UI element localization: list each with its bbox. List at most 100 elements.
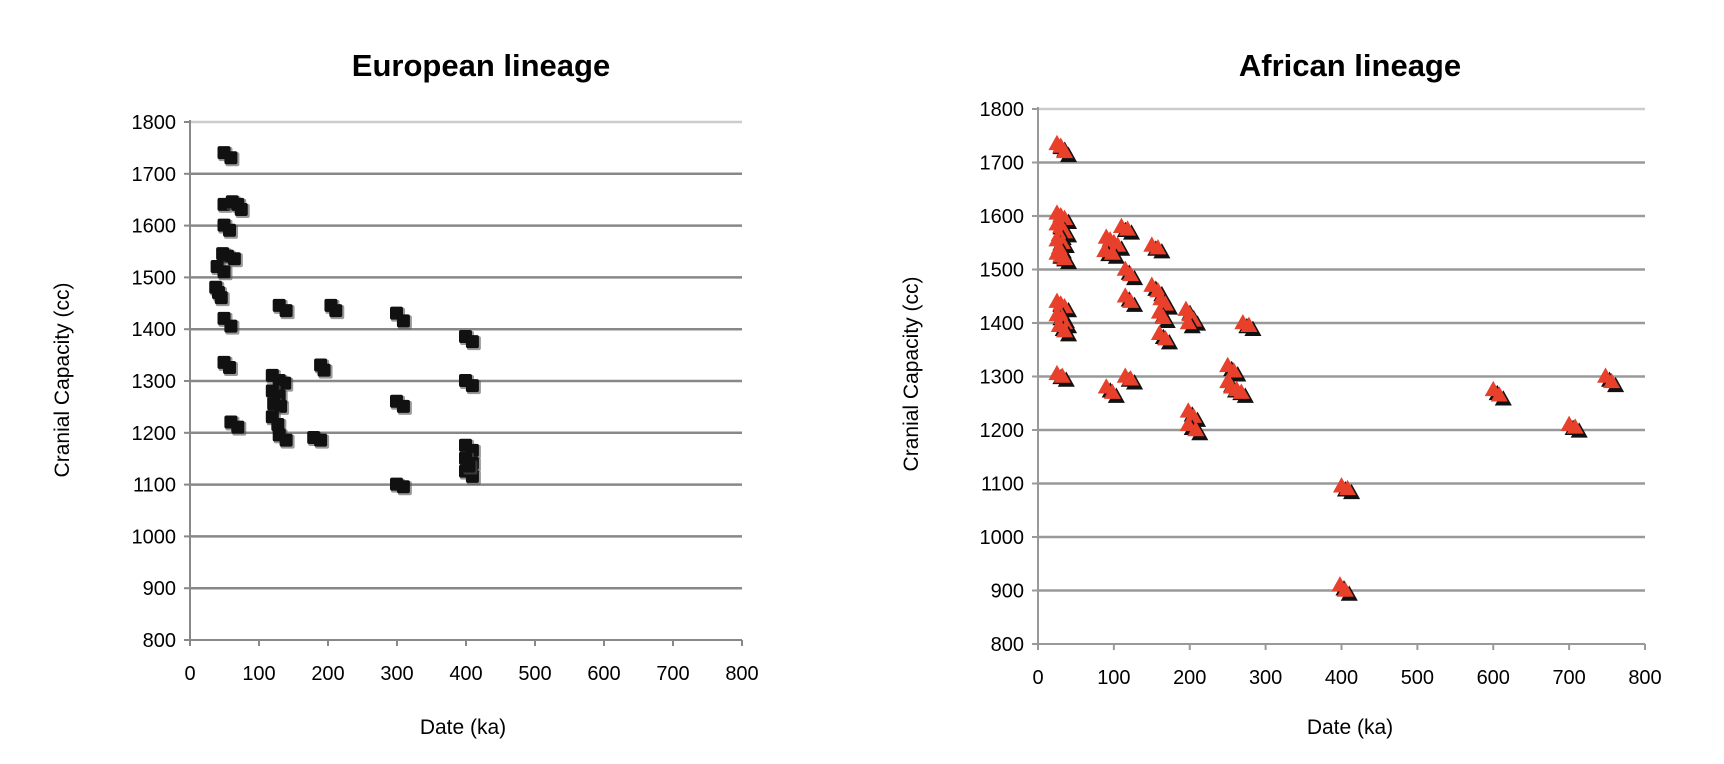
data-point bbox=[234, 203, 250, 219]
data-point-marker bbox=[396, 480, 410, 494]
data-point-marker bbox=[223, 361, 237, 375]
data-point-marker bbox=[1240, 316, 1258, 332]
axes bbox=[184, 120, 743, 646]
data-point-marker bbox=[217, 265, 231, 279]
y-tick-label: 1400 bbox=[980, 313, 1025, 335]
x-axis-label: Date (ka) bbox=[420, 716, 506, 739]
data-point-marker bbox=[1122, 292, 1140, 308]
data-point bbox=[317, 363, 333, 379]
data-point-marker bbox=[1122, 370, 1140, 386]
data-point bbox=[1053, 367, 1075, 387]
data-point bbox=[224, 151, 240, 167]
data-point bbox=[1122, 265, 1144, 286]
x-tick-label: 500 bbox=[1401, 667, 1434, 689]
x-tick-label: 600 bbox=[1477, 667, 1510, 689]
data-point-marker bbox=[224, 151, 238, 165]
data-point bbox=[278, 376, 294, 392]
chart-title: African lineage bbox=[1239, 48, 1461, 83]
data-point-marker bbox=[1103, 383, 1121, 399]
data-point-marker bbox=[214, 291, 228, 305]
data-point-marker bbox=[1154, 308, 1172, 324]
y-tick-label: 1100 bbox=[981, 474, 1024, 496]
tick-labels: 8009001000110012001300140015001600170018… bbox=[980, 99, 1662, 689]
data-point bbox=[465, 379, 481, 395]
data-point-marker bbox=[278, 376, 292, 390]
data-point bbox=[1056, 142, 1078, 163]
y-tick-label: 1800 bbox=[132, 112, 177, 134]
data-point-marker bbox=[396, 314, 410, 328]
data-point bbox=[214, 291, 230, 307]
data-point bbox=[396, 399, 412, 415]
y-tick-label: 1300 bbox=[132, 371, 177, 393]
data-point bbox=[1179, 314, 1201, 334]
data-point-marker bbox=[223, 223, 237, 237]
x-tick-label: 800 bbox=[1628, 667, 1661, 689]
tick-labels: 8009001000110012001300140015001600170018… bbox=[132, 112, 759, 685]
data-point-marker bbox=[1603, 372, 1621, 389]
data-point bbox=[1056, 322, 1078, 342]
data-point bbox=[1566, 418, 1588, 438]
data-point-marker bbox=[314, 433, 328, 447]
data-point bbox=[224, 319, 240, 335]
data-point bbox=[1154, 308, 1176, 328]
data-point-marker bbox=[271, 418, 285, 432]
data-point bbox=[314, 433, 330, 449]
y-tick-label: 1700 bbox=[980, 153, 1025, 175]
x-axis-label: Date (ka) bbox=[1307, 716, 1393, 739]
data-point bbox=[1225, 362, 1247, 382]
data-point-marker bbox=[227, 252, 241, 266]
data-point bbox=[1122, 292, 1144, 312]
data-point-marker bbox=[1232, 383, 1250, 399]
data-point bbox=[1490, 386, 1512, 406]
y-tick-label: 1600 bbox=[980, 206, 1025, 228]
data-point bbox=[329, 304, 345, 320]
data-point-marker bbox=[465, 379, 479, 393]
data-point-marker bbox=[1225, 362, 1243, 378]
data-point bbox=[1187, 421, 1209, 441]
x-tick-label: 100 bbox=[242, 663, 275, 685]
data-point-marker bbox=[1187, 421, 1205, 437]
data-point bbox=[1232, 383, 1254, 403]
data-point-marker bbox=[465, 335, 479, 349]
x-tick-label: 800 bbox=[725, 663, 758, 685]
data-point bbox=[223, 361, 239, 377]
data-point-marker bbox=[462, 459, 476, 473]
data-point bbox=[1156, 330, 1179, 350]
y-tick-label: 900 bbox=[991, 581, 1024, 603]
y-tick-label: 1500 bbox=[980, 260, 1025, 282]
data-point bbox=[1149, 239, 1171, 259]
data-point-marker bbox=[234, 203, 248, 217]
data-point-marker bbox=[1156, 330, 1175, 346]
data-point bbox=[217, 265, 233, 281]
x-tick-label: 300 bbox=[1249, 667, 1282, 689]
data-point-marker bbox=[1336, 581, 1354, 597]
data-point-marker bbox=[1179, 314, 1197, 330]
y-tick-label: 800 bbox=[991, 634, 1024, 656]
data-point bbox=[1056, 249, 1078, 270]
x-tick-label: 400 bbox=[449, 663, 482, 685]
data-point-marker bbox=[1053, 367, 1071, 383]
y-tick-label: 1000 bbox=[980, 527, 1025, 549]
data-point bbox=[231, 420, 247, 436]
x-tick-label: 100 bbox=[1097, 667, 1130, 689]
x-tick-label: 700 bbox=[1552, 667, 1585, 689]
y-tick-label: 1800 bbox=[980, 99, 1025, 121]
x-tick-label: 600 bbox=[587, 663, 620, 685]
y-tick-label: 1400 bbox=[132, 319, 177, 341]
y-tick-label: 1200 bbox=[980, 420, 1025, 442]
y-tick-label: 1500 bbox=[132, 267, 177, 289]
x-tick-label: 400 bbox=[1325, 667, 1358, 689]
data-point bbox=[1118, 220, 1141, 240]
axes bbox=[1032, 107, 1646, 650]
y-axis-label: Cranial Capacity (cc) bbox=[900, 277, 923, 472]
data-point bbox=[227, 252, 243, 268]
data-point bbox=[279, 433, 295, 449]
y-tick-label: 1200 bbox=[132, 423, 177, 445]
y-tick-label: 1700 bbox=[132, 164, 177, 186]
african-lineage-chart: African lineage Date (ka) Cranial Capaci… bbox=[900, 48, 1662, 739]
chart-title: European lineage bbox=[352, 48, 610, 83]
data-point-marker bbox=[396, 399, 410, 413]
data-point bbox=[1339, 479, 1361, 500]
y-axis-label: Cranial Capacity (cc) bbox=[51, 283, 74, 478]
